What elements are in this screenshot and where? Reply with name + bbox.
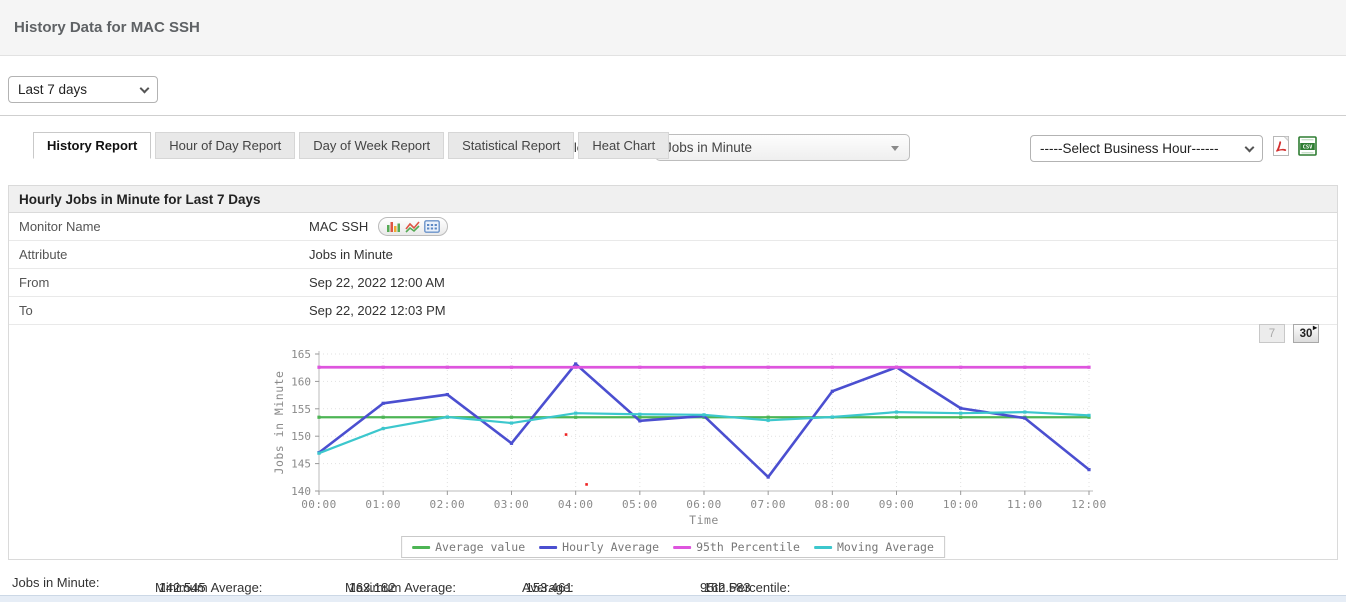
monitor-view-toggle <box>378 217 449 236</box>
svg-text:09:00: 09:00 <box>879 498 915 511</box>
attribute-select[interactable]: Jobs in Minute <box>655 134 910 161</box>
table-row: From Sep 22, 2022 12:00 AM <box>9 269 1337 297</box>
summary-max: Maximum Average: 163.182 <box>345 580 457 595</box>
business-hour-select[interactable]: -----Select Business Hour------ <box>1030 135 1263 162</box>
chevron-down-icon <box>1244 142 1255 153</box>
svg-text:150: 150 <box>291 430 311 443</box>
tab-hour-of-day-report[interactable]: Hour of Day Report <box>155 132 296 159</box>
svg-text:00:00: 00:00 <box>301 498 337 511</box>
table-row: To Sep 22, 2022 12:03 PM <box>9 297 1337 325</box>
legend-swatch <box>673 545 692 549</box>
line-chart-icon[interactable] <box>405 220 420 233</box>
legend-item: 95th Percentile <box>673 540 800 554</box>
range-30-label: 30 <box>1299 327 1313 340</box>
legend-swatch <box>813 545 832 549</box>
tab-history-report[interactable]: History Report <box>33 132 152 159</box>
page-title: History Data for MAC SSH <box>14 19 200 36</box>
from-label: From <box>19 275 50 290</box>
chevron-down-icon <box>139 83 150 94</box>
range-7-button[interactable]: 7 <box>1259 324 1285 343</box>
legend-item: Average value <box>412 540 525 554</box>
svg-text:03:00: 03:00 <box>494 498 530 511</box>
from-value: Sep 22, 2022 12:00 AM <box>309 275 445 290</box>
chart-legend: Average value Hourly Average 95th Percenti… <box>401 536 945 558</box>
svg-text:10:00: 10:00 <box>943 498 979 511</box>
table-view-icon[interactable] <box>424 220 441 233</box>
svg-text:05:00: 05:00 <box>622 498 658 511</box>
monitor-name-label: Monitor Name <box>19 219 101 234</box>
table-row: Monitor Name MAC SSH <box>9 213 1337 241</box>
attribute-value: Jobs in Minute <box>309 247 393 262</box>
attribute-select-value: Jobs in Minute <box>665 140 753 155</box>
toolbar: Last 7 days Select Attribute: Jobs in Mi… <box>0 56 1346 162</box>
svg-text:Jobs in Minute: Jobs in Minute <box>272 371 286 475</box>
report-panel: Hourly Jobs in Minute for Last 7 Days Mo… <box>8 185 1338 560</box>
tab-statistical-report[interactable]: Statistical Report <box>448 132 575 159</box>
legend-label: Hourly Average <box>562 540 660 554</box>
dropdown-triangle-icon <box>891 146 899 151</box>
period-select[interactable]: Last 7 days <box>8 76 158 103</box>
to-label: To <box>19 303 33 318</box>
summary-min: Minimum Average: 142.545 <box>155 580 263 595</box>
attribute-label: Attribute <box>19 247 68 262</box>
history-chart: 140 145 150 155 160 165 00:00 01:00 02:00 03:00 04… <box>271 346 1131 531</box>
line-chart: 140 145 150 155 160 165 00:00 01:00 02:00 03:00 04… <box>272 348 1107 527</box>
range-buttons: 7 30 ▸ <box>1259 323 1319 343</box>
business-hour-select-value: -----Select Business Hour------ <box>1040 141 1219 156</box>
legend-item: Hourly Average <box>539 540 659 554</box>
range-30-flag-icon: ▸ <box>1312 323 1317 332</box>
period-select-value: Last 7 days <box>18 82 88 97</box>
legend-swatch <box>412 545 431 549</box>
summary-95th-percentile: 95th Percentile: 162.583 <box>700 580 791 595</box>
svg-text:165: 165 <box>291 348 311 361</box>
svg-text:12:00: 12:00 <box>1071 498 1107 511</box>
report-title: Hourly Jobs in Minute for Last 7 Days <box>9 186 1337 213</box>
legend-label: Average value <box>435 540 526 554</box>
bar-chart-icon[interactable] <box>386 220 401 233</box>
monitor-name-value: MAC SSH <box>309 219 369 234</box>
summary-bar: Jobs in Minute: Minimum Average: 142.545… <box>0 570 1346 596</box>
summary-metric-label: Jobs in Minute: <box>12 575 100 590</box>
svg-text:06:00: 06:00 <box>686 498 722 511</box>
summary-average: Average: 153.461 <box>522 580 574 595</box>
svg-text:CSV: CSV <box>1303 144 1313 150</box>
svg-text:140: 140 <box>291 485 311 498</box>
to-value: Sep 22, 2022 12:03 PM <box>309 303 446 318</box>
csv-export-icon[interactable]: CSV <box>1298 136 1318 157</box>
tab-heat-chart[interactable]: Heat Chart <box>578 132 670 159</box>
svg-text:04:00: 04:00 <box>558 498 594 511</box>
table-row: Attribute Jobs in Minute <box>9 241 1337 269</box>
pdf-export-icon[interactable] <box>1272 136 1292 157</box>
page-header: History Data for MAC SSH <box>0 0 1346 56</box>
report-tabs: History Report Hour of Day Report Day of… <box>33 132 673 160</box>
range-30-button[interactable]: 30 ▸ <box>1293 323 1319 343</box>
svg-text:Time: Time <box>689 513 719 527</box>
legend-swatch <box>539 545 558 549</box>
svg-text:145: 145 <box>291 458 311 471</box>
legend-item: Moving Average <box>813 540 934 554</box>
svg-text:02:00: 02:00 <box>430 498 466 511</box>
svg-text:07:00: 07:00 <box>750 498 786 511</box>
svg-text:155: 155 <box>291 403 311 416</box>
svg-text:11:00: 11:00 <box>1007 498 1043 511</box>
legend-label: 95th Percentile <box>696 540 800 554</box>
svg-text:160: 160 <box>291 375 311 388</box>
bottom-divider <box>0 595 1346 602</box>
tab-day-of-week-report[interactable]: Day of Week Report <box>299 132 445 159</box>
svg-text:01:00: 01:00 <box>365 498 401 511</box>
legend-label: Moving Average <box>836 540 934 554</box>
svg-text:08:00: 08:00 <box>815 498 851 511</box>
